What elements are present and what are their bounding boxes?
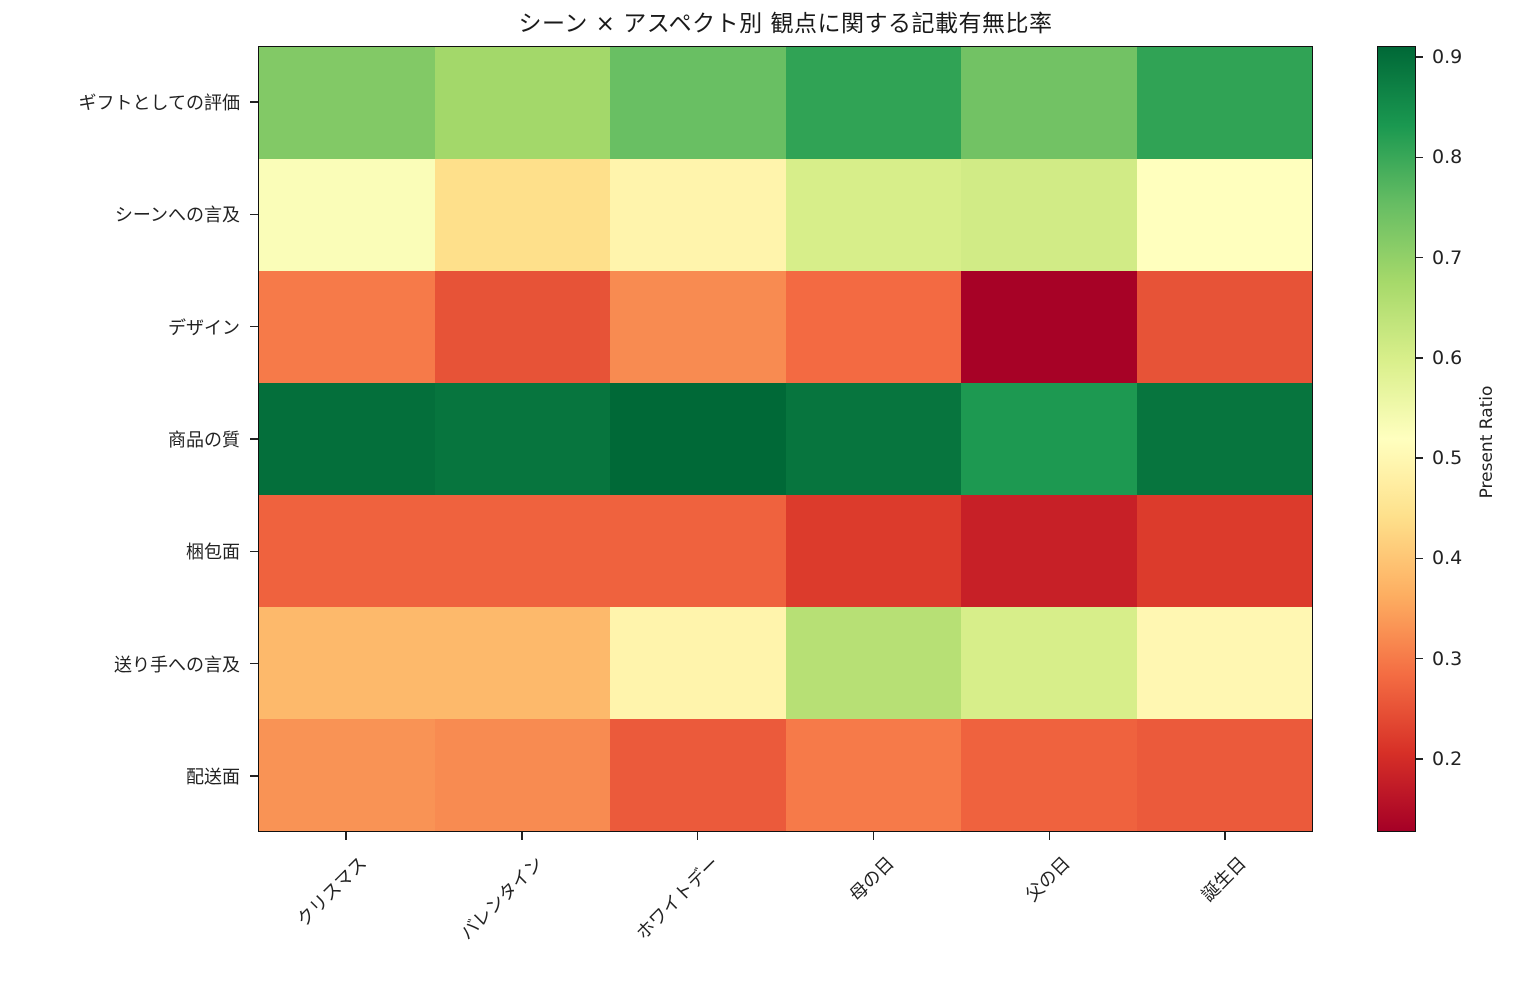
heatmap-cell: 0.9 [259, 383, 435, 495]
y-tick-label: 配送面 [186, 766, 240, 788]
heatmap-cell: 0.91 [610, 383, 786, 495]
heatmap-cell: 0.18 [961, 495, 1137, 607]
colorbar-tick-mark [1416, 357, 1423, 359]
heatmap-cell: 0.72 [259, 47, 435, 159]
y-tick-mark [250, 662, 258, 665]
heatmap-cell: 0.32 [434, 719, 610, 831]
heatmap-cell: 0.6 [785, 159, 961, 271]
x-tick-label: クリスマス [293, 852, 372, 931]
heatmap-cell: 0.53 [259, 159, 435, 271]
colorbar-tick-label: 0.4 [1432, 547, 1463, 570]
colorbar-tick-label: 0.6 [1432, 346, 1463, 369]
heatmap-cell: 0.22 [1136, 495, 1312, 607]
colorbar-tick-mark [1416, 457, 1423, 459]
colorbar-tick-mark [1416, 657, 1423, 660]
colorbar-tick-label: 0.7 [1432, 246, 1463, 269]
heatmap-cell: 0.5 [1136, 607, 1312, 719]
y-tick-label: 商品の質 [168, 430, 240, 451]
heatmap-cell: 0.32 [610, 271, 786, 383]
heatmap-cell: 0.38 [259, 607, 435, 719]
x-tick-mark [696, 832, 699, 840]
colorbar-tick-mark [1416, 557, 1423, 560]
heatmap-cell: 0.89 [434, 383, 610, 495]
colorbar-tick-label: 0.9 [1432, 46, 1463, 69]
heatmap-cell: 0.38 [434, 607, 610, 719]
heatmap-cell: 0.89 [1136, 383, 1312, 495]
heatmap-cell: 0.68 [434, 47, 610, 159]
y-tick-mark [250, 325, 258, 328]
heatmap-cell: 0.13 [961, 271, 1137, 383]
y-tick-label: デザイン [168, 317, 240, 339]
y-tick-mark [250, 550, 258, 553]
y-tick-mark [250, 213, 258, 216]
y-tick-label: シーンへの言及 [114, 205, 240, 227]
heatmap-cell: 0.22 [785, 495, 961, 607]
heatmap-cell: 0.3 [259, 271, 435, 383]
x-tick-label: バレンタイン [456, 852, 548, 945]
heatmap-cell: 0.25 [434, 271, 610, 383]
x-tick-mark [345, 832, 347, 840]
x-tick-mark [1048, 832, 1050, 840]
x-tick-label: 母の日 [846, 852, 900, 906]
heatmap-cell: 0.81 [785, 47, 961, 159]
x-tick-mark [872, 832, 875, 840]
y-tick-label: ギフトとしての評価 [78, 93, 240, 115]
heatmap-cell: 0.89 [785, 383, 961, 495]
heatmap-cell: 0.27 [434, 495, 610, 607]
y-tick-mark [250, 438, 258, 440]
heatmap-cell: 0.52 [1136, 159, 1312, 271]
heatmap-cell: 0.27 [259, 495, 435, 607]
heatmap-cell: 0.3 [785, 719, 961, 831]
colorbar-tick-mark [1416, 156, 1423, 159]
x-tick-label: 父の日 [1021, 852, 1075, 906]
heatmap-cell: 0.49 [610, 159, 786, 271]
heatmap-cell: 0.61 [961, 159, 1137, 271]
heatmap-cell: 0.27 [610, 495, 786, 607]
heatmap-cell: 0.81 [1136, 47, 1312, 159]
colorbar-tick-mark [1416, 256, 1423, 259]
colorbar [1377, 46, 1416, 832]
heatmap-cell: 0.26 [1136, 719, 1312, 831]
y-tick-label: 送り手への言及 [114, 654, 240, 676]
y-tick-label: 梱包面 [186, 542, 240, 564]
heatmap-cell: 0.44 [434, 159, 610, 271]
heatmap-cell: 0.74 [961, 47, 1137, 159]
heatmap-plot-area: 0.720.680.750.810.740.810.530.440.490.60… [258, 46, 1313, 832]
x-tick-mark [1224, 832, 1226, 840]
x-tick-label: ホワイトデー [632, 852, 724, 945]
heatmap-cell: 0.75 [610, 47, 786, 159]
colorbar-tick-mark [1416, 758, 1423, 760]
x-tick-label: 誕生日 [1197, 852, 1251, 906]
colorbar-tick-label: 0.8 [1432, 146, 1463, 169]
colorbar-label: Present Ratio [1477, 385, 1497, 499]
heatmap-cell: 0.25 [1136, 271, 1312, 383]
heatmap-cell: 0.27 [961, 719, 1137, 831]
heatmap-cell: 0.49 [610, 607, 786, 719]
heatmap-cell: 0.6 [961, 607, 1137, 719]
y-tick-mark [250, 775, 258, 777]
x-tick-mark [521, 832, 523, 840]
heatmap-cell: 0.83 [961, 383, 1137, 495]
heatmap-cell: 0.28 [785, 271, 961, 383]
chart-title: シーン × アスペクト別 観点に関する記載有無比率 [518, 11, 1053, 37]
heatmap-cell: 0.65 [785, 607, 961, 719]
colorbar-tick-label: 0.3 [1432, 647, 1463, 670]
heatmap-cell: 0.26 [610, 719, 786, 831]
colorbar-tick-label: 0.5 [1432, 447, 1463, 470]
heatmap-cell: 0.33 [259, 719, 435, 831]
colorbar-tick-label: 0.2 [1432, 747, 1463, 770]
colorbar-tick-mark [1416, 56, 1423, 58]
y-tick-mark [250, 101, 258, 103]
